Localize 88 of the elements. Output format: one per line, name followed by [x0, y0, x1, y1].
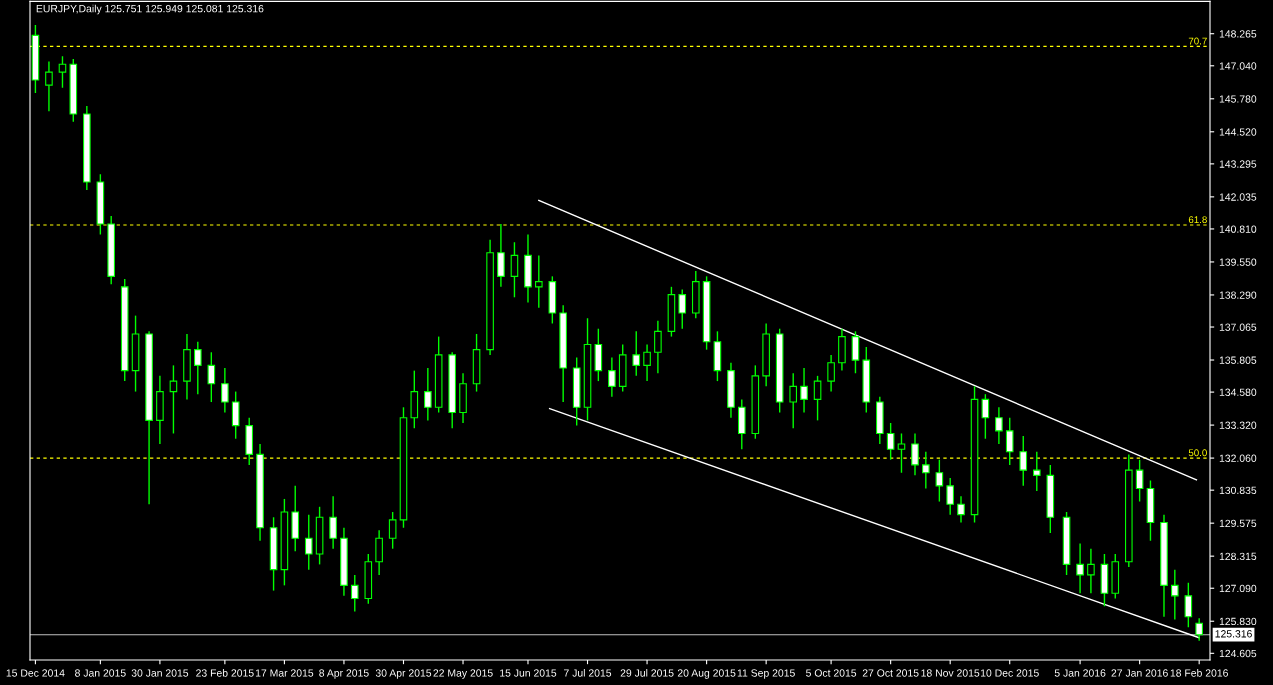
candlestick	[981, 393, 990, 440]
x-tick-label: 18 Nov 2015	[921, 669, 980, 677]
candlestick	[497, 223, 505, 288]
candlestick	[1184, 582, 1193, 628]
candlestick	[946, 477, 954, 516]
x-tick-label: 29 Jul 2015	[620, 669, 674, 677]
x-tick-label: 30 Apr 2015	[375, 669, 432, 679]
x-tick-label: 5 Oct 2015	[806, 669, 857, 677]
candlestick	[851, 330, 860, 374]
x-tick-label: 7 Jul 2015	[564, 669, 612, 677]
y-tick-label: 134.580	[1219, 388, 1257, 396]
x-tick-label: 17 Mar 2015	[255, 669, 314, 677]
x-tick-label: 27 Jan 2016	[1111, 669, 1168, 677]
candlestick	[424, 367, 432, 422]
y-tick-label: 147.040	[1219, 62, 1257, 70]
candlestick	[535, 254, 543, 309]
x-tick-label: 15 Jun 2015	[500, 669, 557, 677]
y-tick-label: 138.290	[1219, 291, 1257, 299]
y-tick-label: 130.835	[1219, 486, 1257, 495]
y-tick-label: 145.780	[1219, 95, 1257, 103]
annotation: 61.8	[1188, 216, 1207, 224]
candlestick	[911, 432, 919, 477]
y-tick-label: 132.060	[1219, 454, 1257, 462]
x-tick-label: 30 Jan 2015	[131, 669, 189, 677]
x-tick-label: 10 Dec 2015	[980, 669, 1039, 677]
y-tick-label: 127.090	[1219, 584, 1257, 593]
ref-line-label: 125.316	[1215, 630, 1252, 638]
candlestick	[1135, 458, 1144, 503]
y-tick-label: 139.550	[1219, 258, 1257, 266]
y-tick-label: 140.810	[1219, 225, 1257, 233]
x-tick-label: 23 Feb 2015	[196, 669, 254, 677]
y-tick-label: 124.605	[1219, 649, 1257, 658]
y-tick-label: 133.320	[1219, 421, 1257, 429]
y-tick-label: 148.265	[1219, 30, 1257, 38]
y-tick-label: 137.065	[1219, 323, 1257, 331]
candlestick	[678, 288, 687, 330]
x-tick-label: 8 Jan 2015	[75, 669, 126, 677]
candlestick	[922, 451, 930, 490]
candlestick	[813, 375, 822, 422]
x-tick-label: 8 Apr 2015	[319, 669, 369, 679]
candlestick	[231, 390, 240, 440]
candlestick	[169, 364, 178, 435]
y-tick-label: 142.035	[1219, 193, 1257, 201]
candlestick	[221, 367, 229, 414]
annotation: 70.7	[1188, 37, 1207, 45]
candlestick	[789, 372, 798, 429]
candlestick	[375, 529, 383, 576]
candlestick	[608, 356, 616, 398]
candlestick	[1076, 542, 1084, 594]
y-tick-label: 144.520	[1219, 128, 1257, 136]
candlestick	[800, 367, 808, 414]
candlestick	[897, 432, 906, 474]
x-tick-label: 11 Sep 2015	[737, 669, 795, 679]
candlestick	[643, 343, 651, 382]
candlestick	[1087, 548, 1095, 594]
candlestick	[1032, 451, 1041, 492]
candlestick	[654, 320, 662, 374]
candlestick	[45, 60, 53, 113]
x-tick-label: 22 May 2015	[433, 669, 493, 679]
candlestick	[957, 495, 965, 524]
y-tick-label: 135.805	[1219, 356, 1257, 364]
y-tick-label: 128.315	[1219, 552, 1257, 561]
candlestick	[886, 422, 895, 461]
candlestick	[1171, 568, 1179, 621]
candlestick	[632, 330, 641, 377]
candlestick	[207, 351, 216, 403]
candlestick	[350, 574, 359, 613]
x-tick-label: 5 Jan 2016	[1054, 669, 1106, 677]
candlestick	[329, 495, 337, 550]
x-tick-label: 27 Oct 2015	[862, 669, 919, 677]
x-tick-label: 15 Dec 2014	[6, 669, 65, 677]
candlestick	[1019, 435, 1028, 487]
candlestick	[1005, 417, 1014, 466]
x-tick-label: 18 Feb 2016	[1170, 669, 1228, 677]
annotation: 50.0	[1188, 449, 1207, 457]
candlestick	[193, 341, 202, 395]
candlestick	[304, 513, 313, 571]
candlestick	[827, 354, 835, 393]
x-tick-label: 20 Aug 2015	[677, 669, 736, 679]
y-tick-label: 125.830	[1219, 617, 1257, 626]
y-tick-label: 129.575	[1219, 519, 1257, 528]
candlestick	[510, 241, 519, 298]
candlestick	[388, 511, 397, 550]
chart-title: EURJPY,Daily 125.751 125.949 125.081 125.316	[36, 4, 264, 15]
candlestick	[995, 406, 1003, 445]
candlestick	[935, 458, 944, 503]
y-tick-label: 143.295	[1219, 160, 1257, 168]
candlestick	[58, 55, 67, 89]
